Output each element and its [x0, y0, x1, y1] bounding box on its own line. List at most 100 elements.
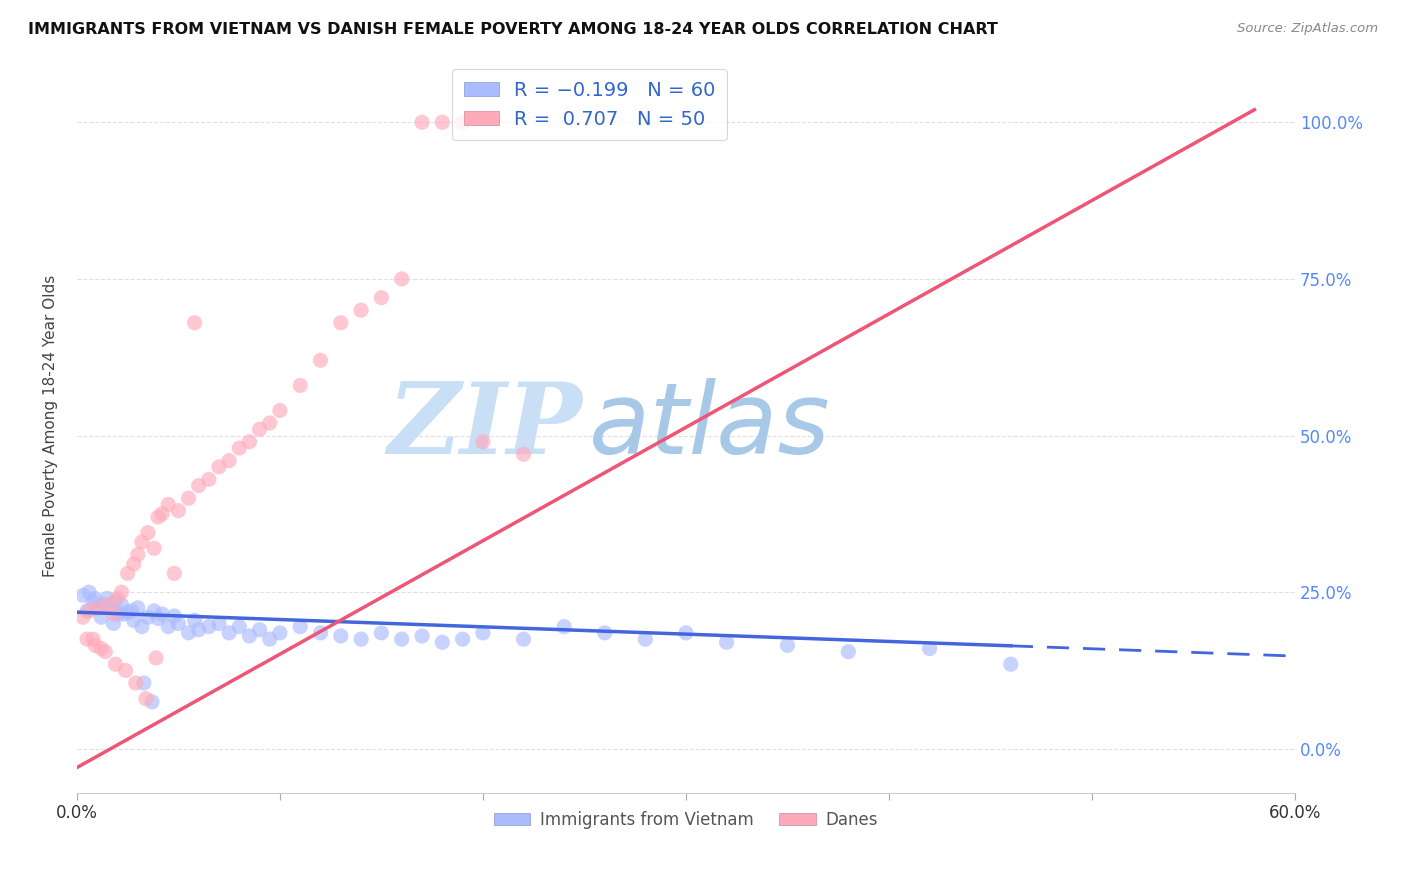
Point [208, 459, 231, 474]
Point [157, 498, 180, 512]
Point [114, 664, 136, 678]
Point [122, 613, 145, 627]
Point [918, 641, 941, 656]
Point [104, 657, 127, 672]
Point [84, 639, 107, 653]
Point [98, 600, 121, 615]
Point [90, 641, 112, 656]
Text: atlas: atlas [589, 377, 830, 475]
Point [127, 548, 149, 562]
Point [94, 645, 117, 659]
Point [512, 447, 534, 461]
Point [309, 626, 332, 640]
Point [391, 632, 413, 647]
Point [350, 303, 373, 318]
Point [837, 645, 859, 659]
Point [146, 611, 169, 625]
Point [269, 403, 291, 417]
Point [451, 115, 474, 129]
Point [183, 316, 205, 330]
Point [84, 591, 107, 606]
Point [96, 598, 118, 612]
Point [127, 600, 149, 615]
Point [76, 632, 98, 647]
Point [77, 604, 100, 618]
Point [145, 651, 167, 665]
Legend: Immigrants from Vietnam, Danes: Immigrants from Vietnam, Danes [486, 805, 884, 836]
Point [269, 626, 291, 640]
Point [122, 557, 145, 571]
Point [104, 594, 127, 608]
Point [82, 632, 104, 647]
Point [350, 632, 373, 647]
Point [143, 604, 166, 618]
Point [391, 272, 413, 286]
Point [131, 619, 153, 633]
Point [167, 616, 190, 631]
Point [107, 607, 129, 621]
Point [238, 434, 260, 449]
Point [329, 629, 352, 643]
Point [218, 453, 240, 467]
Text: IMMIGRANTS FROM VIETNAM VS DANISH FEMALE POVERTY AMONG 18-24 YEAR OLDS CORRELATI: IMMIGRANTS FROM VIETNAM VS DANISH FEMALE… [28, 22, 998, 37]
Point [110, 598, 132, 612]
Point [150, 507, 173, 521]
Point [249, 623, 271, 637]
Point [96, 591, 118, 606]
Point [259, 632, 281, 647]
Point [187, 623, 209, 637]
Point [167, 504, 190, 518]
Point [72, 610, 94, 624]
Point [117, 566, 139, 581]
Point [228, 619, 250, 633]
Point [634, 632, 657, 647]
Point [177, 491, 200, 505]
Point [309, 353, 332, 368]
Point [238, 629, 260, 643]
Point [451, 632, 474, 647]
Point [112, 607, 135, 621]
Point [86, 600, 108, 615]
Point [290, 619, 312, 633]
Point [76, 604, 98, 618]
Text: Source: ZipAtlas.com: Source: ZipAtlas.com [1237, 22, 1378, 36]
Point [143, 541, 166, 556]
Point [163, 609, 186, 624]
Point [82, 594, 104, 608]
Point [86, 600, 108, 615]
Point [228, 441, 250, 455]
Point [72, 588, 94, 602]
Point [198, 619, 221, 633]
Point [370, 291, 392, 305]
Point [163, 566, 186, 581]
Point [183, 613, 205, 627]
Point [1000, 657, 1022, 672]
Point [117, 605, 139, 619]
Point [187, 478, 209, 492]
Point [136, 610, 159, 624]
Point [110, 585, 132, 599]
Point [146, 510, 169, 524]
Point [370, 626, 392, 640]
Point [290, 378, 312, 392]
Point [553, 619, 575, 633]
Point [107, 591, 129, 606]
Point [125, 676, 148, 690]
Point [675, 626, 697, 640]
Point [91, 598, 114, 612]
Point [141, 695, 163, 709]
Point [103, 607, 125, 621]
Point [121, 604, 143, 618]
Point [512, 632, 534, 647]
Point [132, 676, 155, 690]
Point [157, 619, 180, 633]
Point [716, 635, 738, 649]
Point [136, 525, 159, 540]
Point [77, 585, 100, 599]
Point [218, 626, 240, 640]
Point [471, 626, 494, 640]
Point [131, 535, 153, 549]
Point [432, 635, 454, 649]
Point [411, 629, 433, 643]
Point [411, 115, 433, 129]
